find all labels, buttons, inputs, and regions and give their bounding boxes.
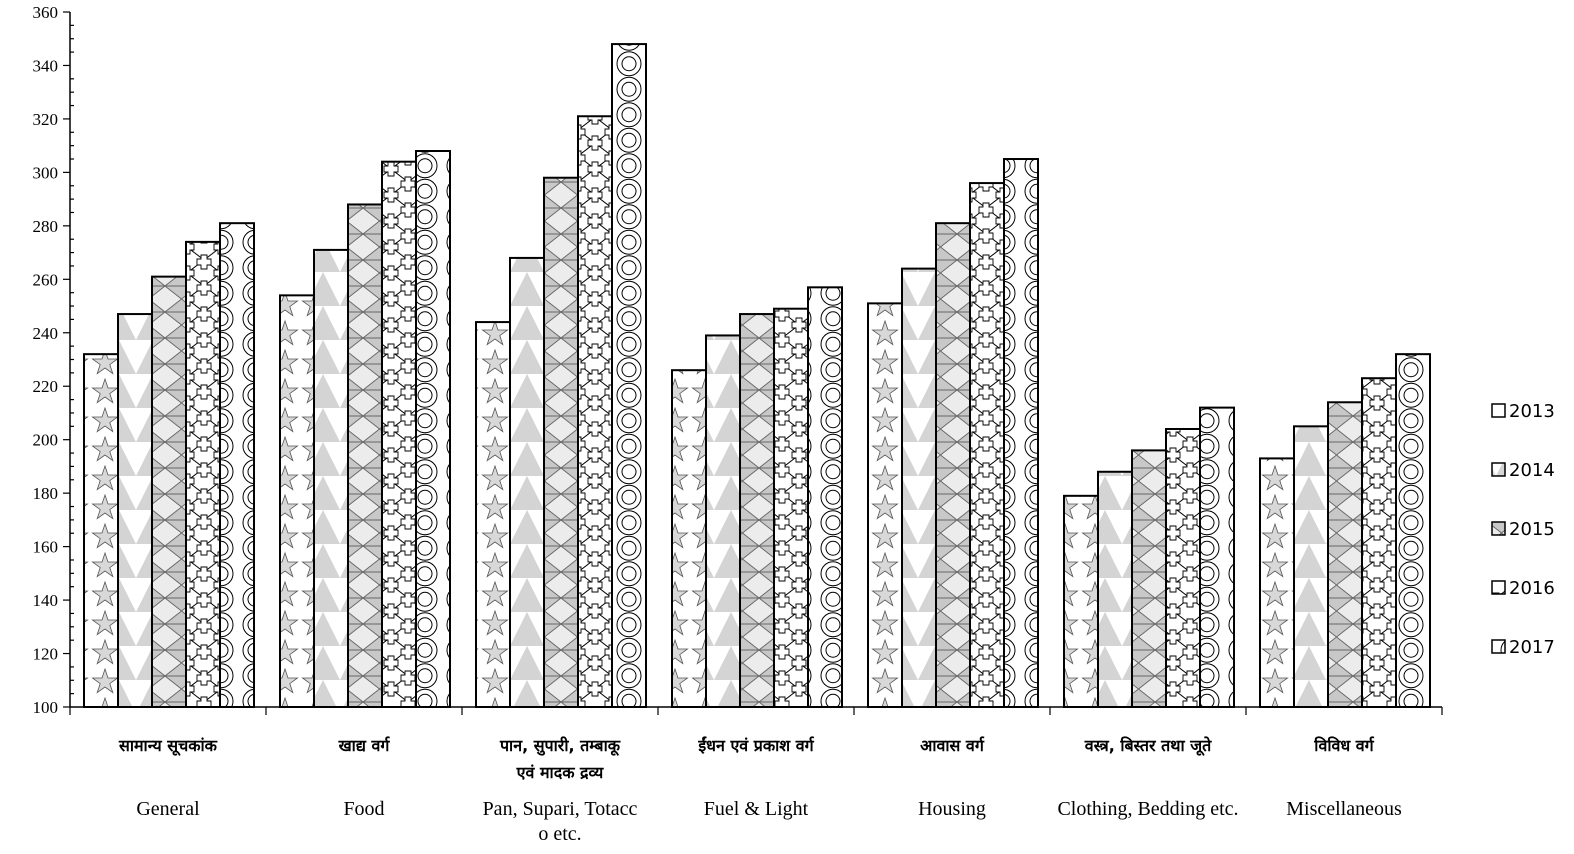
legend-swatch-2014 <box>1491 462 1506 477</box>
y-tick-label: 220 <box>33 377 59 396</box>
x-axis-labels: सामान्य सूचकांक General खाद्य वर्ग Food पान,… <box>118 736 1402 845</box>
legend-label-2015: 2015 <box>1509 519 1555 540</box>
bar-2017-2 <box>611 43 647 709</box>
bar-2017-4 <box>1003 158 1039 708</box>
bar-2013-6 <box>1259 457 1295 708</box>
legend-swatch-2016 <box>1491 580 1506 595</box>
bar-2015-2 <box>543 176 579 708</box>
bar-2014-2 <box>509 256 545 708</box>
bar-2015-6 <box>1327 401 1363 708</box>
bar-2017-6 <box>1395 353 1431 708</box>
bar-2017-3 <box>807 286 843 708</box>
bar-2013-2 <box>475 321 511 708</box>
legend-label-2017: 2017 <box>1509 637 1555 658</box>
bar-2015-0 <box>151 275 187 708</box>
category-label-english: Fuel & Light <box>704 798 809 820</box>
bar-2016-4 <box>969 182 1005 709</box>
category-label-english: o etc. <box>538 823 581 845</box>
bars-group <box>83 43 1431 709</box>
bar-2014-5 <box>1097 470 1133 708</box>
bar-2014-1 <box>313 248 349 708</box>
category-label-english: Clothing, Bedding etc. <box>1057 798 1238 820</box>
legend-swatch-2015 <box>1491 521 1506 536</box>
bar-2013-5 <box>1063 494 1099 709</box>
legend-label-2016: 2016 <box>1509 578 1555 599</box>
category-label-hindi: एवं मादक द्रव्य <box>516 763 605 782</box>
bar-2016-6 <box>1361 377 1397 708</box>
bar-2013-0 <box>83 353 119 708</box>
y-tick-label: 300 <box>33 163 59 182</box>
y-tick-label: 140 <box>33 591 59 610</box>
legend-label-2014: 2014 <box>1509 460 1555 481</box>
category-label-hindi: सामान्य सूचकांक <box>118 736 218 756</box>
y-tick-label: 320 <box>33 110 59 129</box>
y-tick-label: 180 <box>33 484 59 503</box>
bar-2015-1 <box>347 203 383 708</box>
y-tick-label: 100 <box>33 698 59 717</box>
bar-2013-3 <box>671 369 707 708</box>
bar-2016-0 <box>185 240 221 708</box>
category-label-hindi: पान, सुपारी, तम्बाकू <box>499 736 621 756</box>
bar-2017-1 <box>415 150 451 708</box>
bar-2014-6 <box>1293 425 1329 708</box>
y-tick-label: 120 <box>33 645 59 664</box>
category-label-hindi: खाद्य वर्ग <box>338 736 391 755</box>
bar-2013-4 <box>867 302 903 708</box>
category-label-hindi: ईंधन एवं प्रकाश वर्ग <box>697 736 814 755</box>
y-tick-label: 360 <box>33 3 59 22</box>
bar-2015-5 <box>1131 449 1167 708</box>
y-tick-label: 260 <box>33 270 59 289</box>
category-label-hindi: आवास वर्ग <box>920 736 985 755</box>
legend-swatch-2017 <box>1491 639 1506 654</box>
bar-2016-5 <box>1165 428 1201 708</box>
bar-2015-3 <box>739 313 775 708</box>
y-tick-label: 280 <box>33 217 59 236</box>
category-label-english: Housing <box>918 798 986 820</box>
category-label-english: Pan, Supari, Totacc <box>483 798 638 820</box>
bar-2017-5 <box>1199 406 1235 708</box>
category-label-english: Food <box>343 798 384 820</box>
category-label-english: Miscellaneous <box>1286 798 1402 820</box>
y-tick-label: 340 <box>33 56 59 75</box>
bar-2014-0 <box>117 313 153 708</box>
category-label-english: General <box>136 798 200 820</box>
bar-2016-1 <box>381 160 417 708</box>
bar-2017-0 <box>219 222 255 709</box>
bar-2015-4 <box>935 222 971 709</box>
y-tick-label: 240 <box>33 324 59 343</box>
category-label-hindi: विविध वर्ग <box>1313 736 1374 755</box>
bar-2013-1 <box>279 294 315 708</box>
y-tick-label: 160 <box>33 538 59 557</box>
category-label-hindi: वस्त्र, बिस्तर तथा जूते <box>1084 736 1212 756</box>
legend-label-2013: 2013 <box>1509 401 1555 422</box>
legend: 2013 2014 2015 2016 2017 <box>1491 401 1555 658</box>
bar-2014-3 <box>705 334 741 708</box>
bar-2016-3 <box>773 307 809 708</box>
y-tick-label: 200 <box>33 431 59 450</box>
bar-2016-2 <box>577 115 613 708</box>
bar-2014-4 <box>901 267 937 708</box>
legend-swatch-2013 <box>1491 403 1506 418</box>
